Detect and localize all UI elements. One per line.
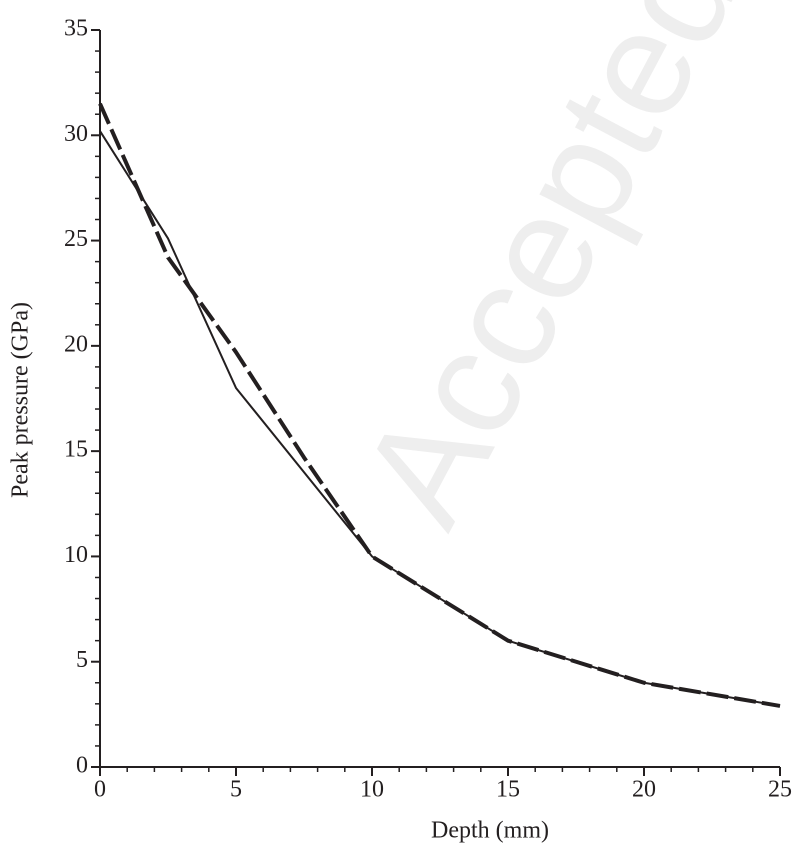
x-tick-label: 5 xyxy=(230,777,242,803)
y-tick-label: 15 xyxy=(64,437,88,463)
x-tick-label: 0 xyxy=(94,777,106,803)
y-tick-label: 25 xyxy=(64,226,88,252)
x-tick-label: 15 xyxy=(496,777,520,803)
y-tick-label: 10 xyxy=(64,542,88,568)
y-axis-label: Peak pressure (GPa) xyxy=(8,302,34,498)
y-tick-label: 35 xyxy=(64,16,88,42)
x-tick-label: 20 xyxy=(632,777,656,803)
y-tick-label: 5 xyxy=(76,647,88,673)
y-tick-label: 30 xyxy=(64,121,88,147)
data-line xyxy=(98,102,781,708)
y-tick-label: 20 xyxy=(64,331,88,357)
x-tick-label: 10 xyxy=(360,777,384,803)
watermark: Accepted xyxy=(328,0,770,550)
x-axis-label: Depth (mm) xyxy=(431,818,549,844)
x-tick-label: 25 xyxy=(768,777,792,803)
y-tick-label: 0 xyxy=(76,753,88,779)
